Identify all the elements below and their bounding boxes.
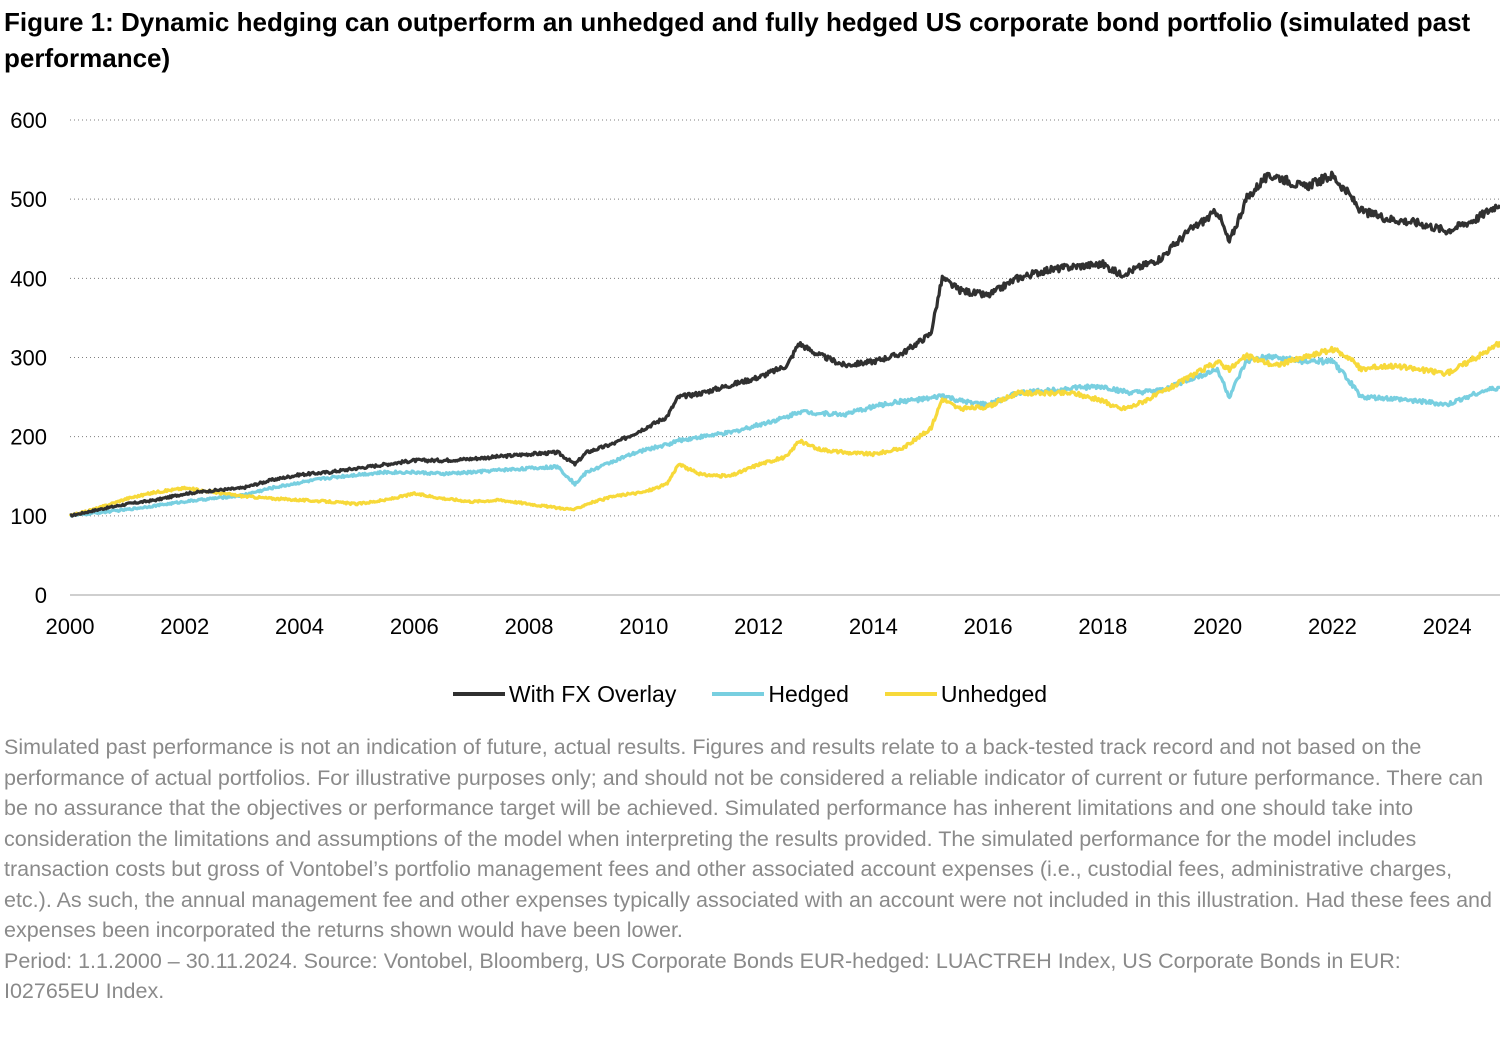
disclaimer-text: Simulated past performance is not an ind… [4,735,1492,942]
legend-label: Hedged [768,680,849,707]
x-tick-label: 2010 [619,614,668,639]
x-tick-label: 2000 [46,614,95,639]
x-tick-label: 2014 [849,614,898,639]
footnotes: Simulated past performance is not an ind… [4,732,1496,1007]
y-tick-label: 0 [35,583,47,608]
series-line-hedged [69,353,1500,518]
legend-label: With FX Overlay [508,680,677,707]
legend-item-hedged[interactable]: Hedged [712,681,849,708]
x-axis-ticks: 2000 2002 2004 2006 2008 2010 2012 2014 2016 2018… [46,614,1472,639]
x-tick-label: 2004 [275,614,324,639]
series-lines [68,170,1500,518]
x-tick-label: 2008 [505,614,554,639]
legend-swatch-unhedged [884,692,937,696]
x-tick-label: 2018 [1078,614,1127,639]
y-axis-ticks: 0 100 200 300 400 500 600 [10,108,47,608]
legend-item-unhedged[interactable]: Unhedged [884,680,1048,708]
legend-swatch-with-fx-overlay [452,692,505,696]
legend-item-with-fx-overlay[interactable]: With FX Overlay [452,680,677,708]
x-tick-label: 2006 [390,614,439,639]
y-tick-label: 100 [10,504,47,529]
x-tick-label: 2002 [160,614,209,639]
gridlines [70,119,1500,596]
series-line-with-fx-overlay [69,170,1500,518]
y-tick-label: 200 [10,425,47,450]
y-tick-label: 400 [10,266,47,291]
x-tick-label: 2022 [1308,614,1357,639]
y-tick-label: 600 [10,108,47,133]
line-chart: 0 100 200 300 400 500 600 2000 2002 2004 2006 2008… [10,108,1500,639]
source-text: Period: 1.1.2000 – 30.11.2024. Source: V… [4,948,1401,1004]
legend: With FX Overlay Hedged Unhedged [0,676,1500,712]
x-tick-label: 2016 [964,614,1013,639]
legend-label: Unhedged [940,680,1048,707]
x-tick-label: 2024 [1423,614,1472,639]
series-line-unhedged [68,340,1500,518]
y-tick-label: 500 [10,187,47,212]
chart-title: Figure 1: Dynamic hedging can outperform… [4,7,1471,73]
legend-swatch-hedged [712,692,765,696]
x-tick-label: 2020 [1193,614,1242,639]
y-tick-label: 300 [10,346,47,371]
x-tick-label: 2012 [734,614,783,639]
